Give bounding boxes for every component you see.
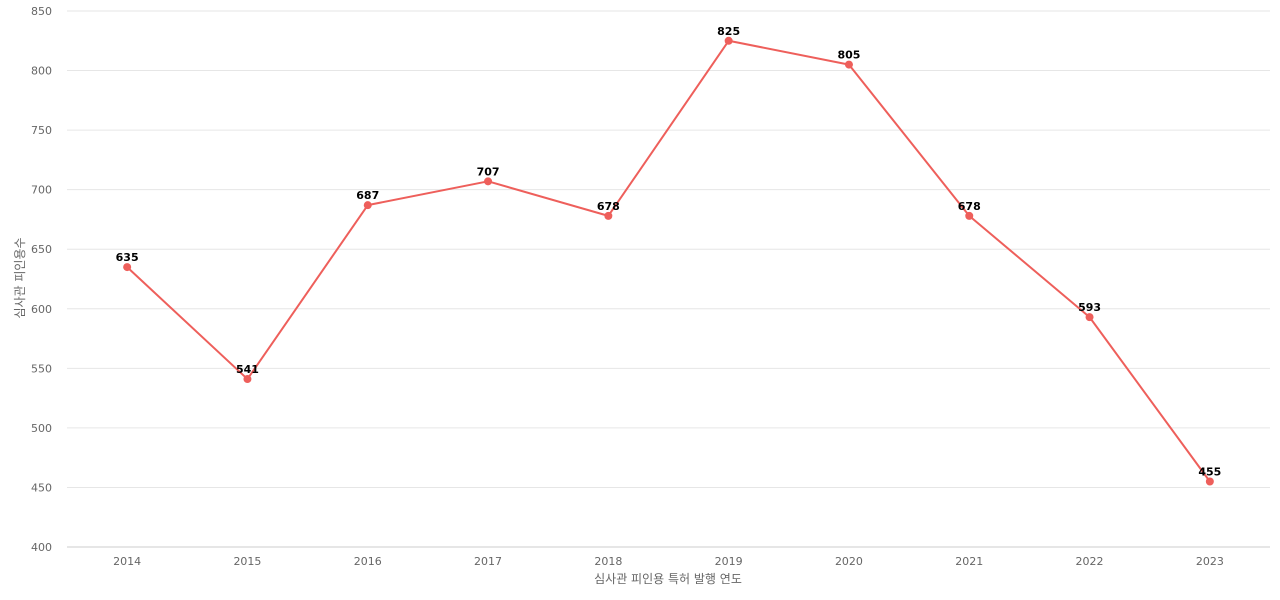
data-point[interactable] bbox=[123, 263, 132, 272]
data-point[interactable] bbox=[604, 211, 613, 220]
data-point[interactable] bbox=[363, 201, 372, 210]
y-tick-label: 850 bbox=[31, 5, 52, 18]
y-tick-label: 750 bbox=[31, 124, 52, 137]
y-tick-label: 550 bbox=[31, 362, 52, 375]
x-tick-label: 2023 bbox=[1196, 555, 1224, 568]
data-point[interactable] bbox=[243, 375, 252, 384]
data-label: 687 bbox=[356, 189, 379, 202]
x-tick-label: 2018 bbox=[594, 555, 622, 568]
x-tick-label: 2020 bbox=[835, 555, 863, 568]
data-label: 707 bbox=[477, 165, 500, 178]
y-tick-label: 450 bbox=[31, 481, 52, 494]
data-point[interactable] bbox=[1205, 477, 1214, 486]
x-tick-label: 2016 bbox=[354, 555, 382, 568]
data-label: 678 bbox=[958, 200, 981, 213]
y-axis-ticks: 400 450 500 550 600 650 700 750 800 850 bbox=[31, 5, 52, 554]
y-tick-label: 700 bbox=[31, 184, 52, 197]
data-point[interactable] bbox=[484, 177, 493, 186]
data-label: 825 bbox=[717, 25, 740, 38]
series-line bbox=[126, 39, 1211, 483]
x-tick-label: 2019 bbox=[715, 555, 743, 568]
data-point[interactable] bbox=[724, 36, 733, 45]
grid-layer bbox=[67, 10, 1270, 548]
y-tick-label: 800 bbox=[31, 65, 52, 78]
x-tick-label: 2021 bbox=[955, 555, 983, 568]
data-point[interactable] bbox=[1085, 313, 1094, 322]
data-label: 678 bbox=[597, 200, 620, 213]
series-layer bbox=[123, 36, 1214, 486]
data-label: 541 bbox=[236, 363, 259, 376]
x-tick-label: 2015 bbox=[233, 555, 261, 568]
x-axis-ticks: 2014 2015 2016 2017 2018 2019 2020 2021 2022 2023 bbox=[113, 555, 1224, 568]
data-label: 455 bbox=[1198, 465, 1221, 478]
y-tick-label: 600 bbox=[31, 303, 52, 316]
data-labels: 635 541 687 707 678 825 805 678 593 455 bbox=[116, 25, 1222, 479]
x-tick-label: 2014 bbox=[113, 555, 141, 568]
data-label: 635 bbox=[116, 251, 139, 264]
x-tick-label: 2022 bbox=[1076, 555, 1104, 568]
data-label: 805 bbox=[837, 49, 860, 62]
y-tick-label: 400 bbox=[31, 541, 52, 554]
x-axis-title: 심사관 피인용 특허 발행 연도 bbox=[594, 571, 742, 586]
data-point[interactable] bbox=[965, 211, 974, 220]
y-axis-title: 심사관 피인용수 bbox=[13, 237, 27, 318]
y-tick-label: 650 bbox=[31, 243, 52, 256]
data-label: 593 bbox=[1078, 301, 1101, 314]
y-tick-label: 500 bbox=[31, 422, 52, 435]
x-tick-label: 2017 bbox=[474, 555, 502, 568]
data-point[interactable] bbox=[844, 60, 853, 69]
